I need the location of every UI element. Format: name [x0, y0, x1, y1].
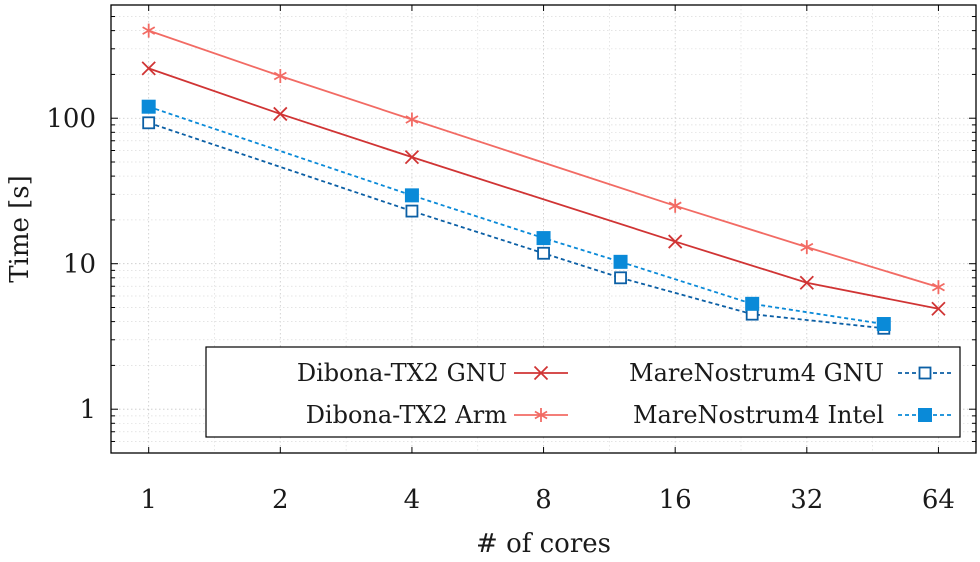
- legend-marker: [534, 408, 548, 422]
- data-point: [614, 271, 627, 285]
- data-point: [142, 23, 156, 38]
- legend-marker: [918, 366, 932, 380]
- data-point: [745, 296, 760, 311]
- data-point: [613, 254, 628, 269]
- legend-label: Dibona-TX2 Arm: [306, 401, 508, 429]
- series-layer: [141, 23, 946, 335]
- legend-entry: MareNostrum4 Intel: [633, 401, 952, 429]
- legend: Dibona-TX2 GNU Dibona-TX2 Arm MareNostrum4…: [205, 346, 961, 438]
- series-0: [141, 61, 946, 316]
- x-tick-label: 32: [790, 485, 823, 515]
- series-line: [148, 29, 939, 289]
- data-point: [404, 188, 419, 203]
- data-point: [273, 106, 288, 122]
- series-2: [142, 116, 891, 335]
- data-point: [405, 204, 419, 218]
- y-tick-label: 10: [63, 250, 96, 280]
- series-line: [148, 121, 884, 330]
- data-point: [141, 61, 156, 76]
- data-point: [405, 112, 419, 127]
- series-line: [148, 67, 939, 310]
- legend-entry: MareNostrum4 GNU: [629, 359, 952, 387]
- data-point: [668, 234, 683, 249]
- data-point: [800, 240, 814, 255]
- x-tick-label: 2: [272, 485, 289, 515]
- y-axis-title: Time [s]: [5, 175, 35, 283]
- data-point: [876, 317, 891, 332]
- legend-label: MareNostrum4 Intel: [633, 401, 884, 429]
- x-tick-label: 4: [404, 485, 421, 515]
- legend-entry: Dibona-TX2 Arm: [306, 401, 568, 429]
- data-point: [273, 69, 287, 84]
- data-point: [141, 99, 156, 114]
- data-point: [142, 116, 156, 130]
- data-point: [931, 301, 946, 316]
- x-tick-label: 64: [922, 485, 955, 515]
- data-point: [931, 280, 945, 295]
- legend-label: MareNostrum4 GNU: [629, 359, 884, 387]
- series-1: [142, 23, 945, 295]
- data-point: [536, 231, 551, 246]
- legend-marker: [918, 408, 932, 422]
- legend-entry: Dibona-TX2 GNU: [297, 359, 568, 387]
- x-tick-label: 16: [659, 485, 692, 515]
- legend-box: [205, 346, 961, 438]
- x-axis-title: # of cores: [476, 529, 611, 559]
- x-tick-label: 8: [535, 485, 552, 515]
- ticks: 1 2 4 8 16 32 64 1 10 100: [46, 4, 976, 515]
- data-point: [537, 246, 550, 260]
- x-tick-label: 1: [140, 485, 157, 515]
- legend-marker: [533, 365, 549, 381]
- data-point: [799, 275, 814, 290]
- y-tick-label: 100: [46, 104, 96, 134]
- series-line: [148, 105, 884, 325]
- data-point: [404, 150, 420, 165]
- data-point: [668, 198, 682, 213]
- series-3: [141, 99, 891, 332]
- y-tick-label: 1: [79, 395, 96, 425]
- legend-label: Dibona-TX2 GNU: [297, 359, 507, 387]
